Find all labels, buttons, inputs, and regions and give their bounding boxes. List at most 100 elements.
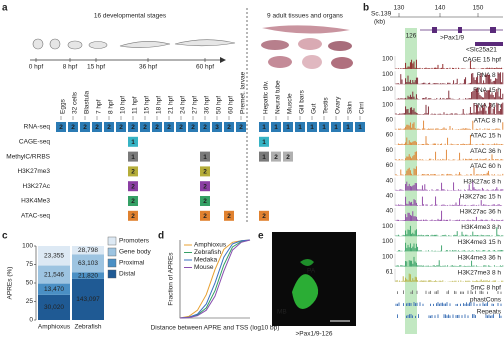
panel-label: b <box>363 3 369 14</box>
signal <box>395 72 504 85</box>
sample-count: 2 <box>131 169 135 176</box>
sample-count: 2 <box>203 183 207 190</box>
signal <box>395 196 503 206</box>
timeline-label: 36 hpf <box>139 64 157 71</box>
sample-count: 2 <box>274 154 278 161</box>
exon <box>432 27 437 33</box>
signal <box>395 166 504 176</box>
column-label: Skin <box>347 101 354 114</box>
legend-swatch <box>107 269 117 279</box>
unit-label: (kb) <box>374 19 385 26</box>
value-label: 28,798 <box>78 247 98 254</box>
sample-count: 2 <box>155 124 159 131</box>
y-axis-label: APREs (%) <box>7 267 14 300</box>
sample-box <box>200 166 210 177</box>
sample-count: 1 <box>131 154 135 161</box>
track-scale: 100 <box>382 101 393 108</box>
track-scale: 100 <box>382 238 393 245</box>
sample-count: 1 <box>346 124 350 131</box>
track-label: ATAC 8 h <box>474 118 502 125</box>
track-label: phastCons <box>470 297 502 304</box>
sample-count: 1 <box>334 124 338 131</box>
sample-count: 1 <box>310 124 314 131</box>
sample-box <box>355 122 365 132</box>
sample-count: 2 <box>131 124 135 131</box>
sample-box <box>164 122 174 132</box>
signal <box>397 290 502 294</box>
sample-count: 2 <box>83 124 87 131</box>
sample-count: 1 <box>358 124 362 131</box>
track-scale: 100 <box>382 86 393 93</box>
y-axis-label: Fraction of APREs <box>168 252 175 306</box>
column-label: 7 hpf <box>96 99 103 114</box>
column-label: Cirri <box>359 102 366 114</box>
signal <box>395 225 504 237</box>
track-scale: 60 <box>386 117 394 124</box>
sample-box <box>200 122 210 132</box>
track-scale: 61 <box>386 269 394 276</box>
column-label: Hepatic div. <box>263 80 270 114</box>
sample-box <box>259 151 269 162</box>
x-tick-label: Zebrafish <box>74 324 101 331</box>
y-tick-label: 0 <box>29 317 33 324</box>
legend-swatch <box>107 236 117 246</box>
coordinate-label: 140 <box>435 5 446 12</box>
sample-count: 2 <box>107 124 111 131</box>
highlight-label: 126 <box>406 33 417 40</box>
coordinate-label: 150 <box>473 5 484 12</box>
sample-box <box>128 166 138 177</box>
sample-box <box>128 210 138 221</box>
sample-count: 1 <box>131 139 135 146</box>
row-label: CAGE-seq <box>19 139 50 146</box>
legend-swatch <box>107 247 117 257</box>
sample-count: 2 <box>191 124 195 131</box>
track-label: H3K27me3 8 h <box>458 270 502 277</box>
sample-box <box>200 151 210 162</box>
sample-count: 2 <box>131 198 135 205</box>
track-scale: 100 <box>382 253 393 260</box>
column-label: 21 hpf <box>168 96 175 114</box>
sample-box <box>200 181 210 192</box>
value-label: 21,820 <box>78 272 98 279</box>
column-label: 18 hpf <box>156 96 163 114</box>
signal <box>395 210 504 221</box>
column-label: Ovary <box>335 96 342 114</box>
sample-count: 1 <box>286 124 290 131</box>
sample-count: 2 <box>227 124 231 131</box>
track-scale: 40 <box>386 208 394 215</box>
track-label: Repeats <box>477 309 502 316</box>
column-label: Testis <box>323 97 330 114</box>
sample-count: 2 <box>59 124 63 131</box>
sample-count: 2 <box>179 124 183 131</box>
sample-count: 2 <box>203 169 207 176</box>
header: 16 developmental stages <box>94 13 167 20</box>
column-label: Blastula <box>84 90 91 114</box>
row-label: MethylC/RRBS <box>6 153 50 160</box>
sample-box <box>259 122 269 132</box>
sample-count: 2 <box>286 154 290 161</box>
exon <box>490 27 496 33</box>
sample-count: 1 <box>262 124 266 131</box>
panel-label: c <box>2 231 8 242</box>
tissue-images <box>261 25 353 69</box>
panel-label: a <box>2 3 8 14</box>
legend-label: Distal <box>119 271 136 278</box>
legend-label: Gene body <box>119 249 152 256</box>
sample-box <box>152 122 162 132</box>
y-tick-label: 100 <box>22 243 33 250</box>
sample-count: 2 <box>119 124 123 131</box>
signal <box>395 87 504 100</box>
track-scale: 60 <box>386 147 394 154</box>
column-label: Muscle <box>287 93 294 114</box>
region-label: PA <box>307 268 316 275</box>
sample-count: 2 <box>262 213 266 220</box>
sample-box <box>116 122 126 132</box>
y-tick-label: 50 <box>26 280 34 287</box>
sample-box <box>80 122 90 132</box>
sample-box <box>307 122 317 132</box>
legend-label: Promoters <box>119 238 150 245</box>
signal <box>395 120 504 130</box>
sample-box <box>200 210 210 221</box>
sample-box <box>68 122 78 132</box>
track-scale: 60 <box>386 162 394 169</box>
